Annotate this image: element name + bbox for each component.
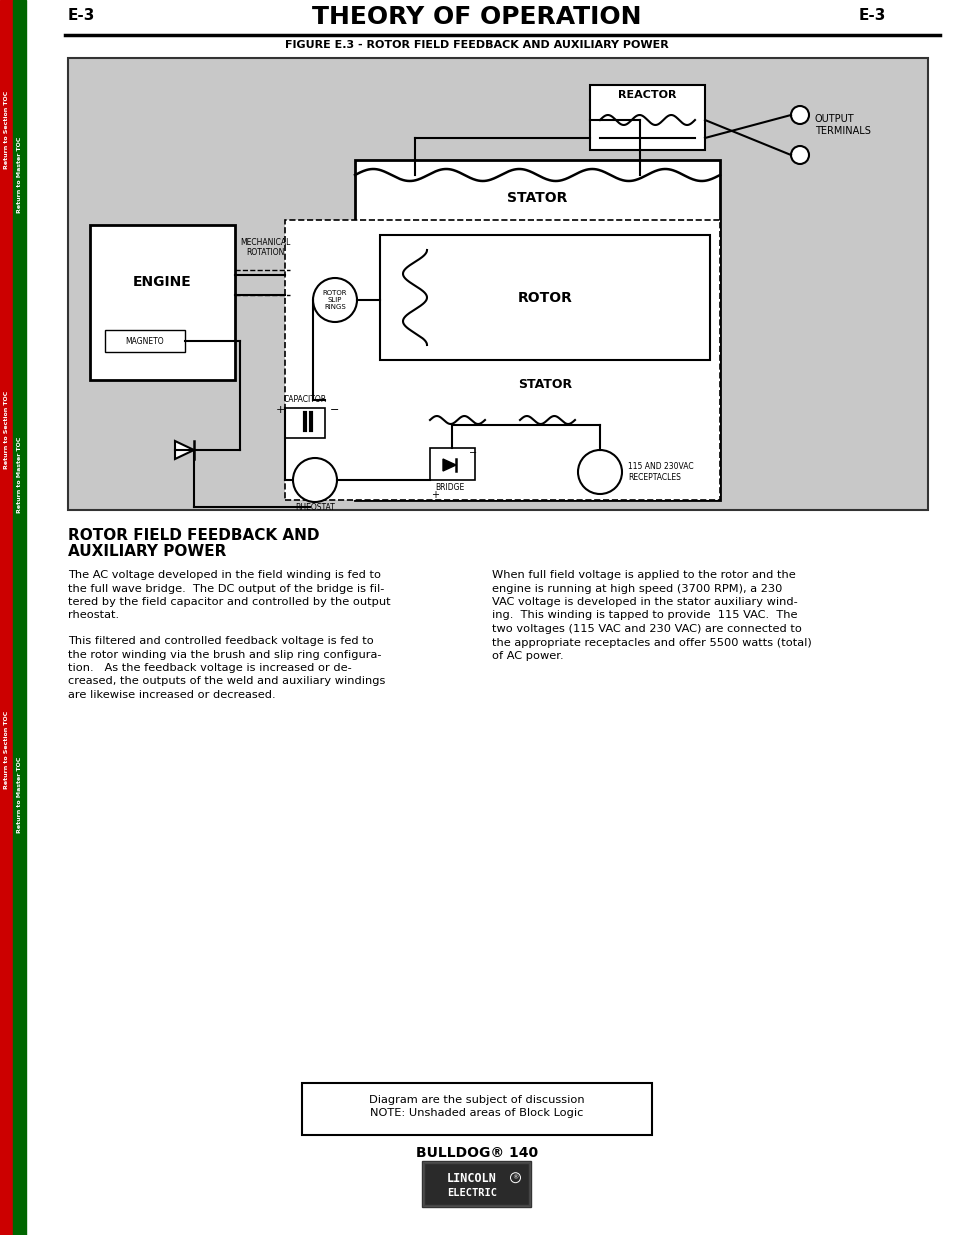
Circle shape [293, 458, 336, 501]
Text: This filtered and controlled feedback voltage is fed to: This filtered and controlled feedback vo… [68, 636, 374, 646]
Text: tion.   As the feedback voltage is increased or de-: tion. As the feedback voltage is increas… [68, 663, 352, 673]
Text: Diagram are the subject of discussion: Diagram are the subject of discussion [369, 1095, 584, 1105]
Bar [13, 0, 26, 1235]
Text: ROTOR FIELD FEEDBACK AND: ROTOR FIELD FEEDBACK AND [68, 529, 319, 543]
Text: LINCOLN: LINCOLN [447, 1172, 497, 1186]
Polygon shape [174, 441, 193, 459]
Text: +: + [431, 490, 438, 500]
Text: STATOR: STATOR [517, 378, 572, 391]
Text: Return to Section TOC: Return to Section TOC [4, 91, 9, 169]
Circle shape [790, 146, 808, 164]
Text: tered by the field capacitor and controlled by the output: tered by the field capacitor and control… [68, 597, 390, 606]
Circle shape [510, 1173, 520, 1183]
Text: Return to Master TOC: Return to Master TOC [17, 437, 22, 514]
Text: BRIDGE: BRIDGE [435, 483, 464, 493]
Text: MAGNETO: MAGNETO [126, 336, 164, 346]
Text: FIGURE E.3 - ROTOR FIELD FEEDBACK AND AUXILIARY POWER: FIGURE E.3 - ROTOR FIELD FEEDBACK AND AU… [285, 40, 668, 49]
Text: MECHANICAL
ROTATION: MECHANICAL ROTATION [239, 238, 290, 257]
Bar [355, 161, 720, 500]
Text: creased, the outputs of the weld and auxiliary windings: creased, the outputs of the weld and aux… [68, 677, 385, 687]
Text: the rotor winding via the brush and slip ring configura-: the rotor winding via the brush and slip… [68, 650, 381, 659]
Text: Return to Section TOC: Return to Section TOC [4, 390, 9, 469]
Bar [90, 225, 234, 380]
Text: −: − [469, 448, 476, 458]
Text: When full field voltage is applied to the rotor and the: When full field voltage is applied to th… [492, 571, 795, 580]
Text: two voltages (115 VAC and 230 VAC) are connected to: two voltages (115 VAC and 230 VAC) are c… [492, 624, 801, 634]
Text: ROTOR: ROTOR [517, 290, 572, 305]
Text: REACTOR: REACTOR [618, 90, 676, 100]
Polygon shape [442, 459, 456, 471]
Text: Return to Section TOC: Return to Section TOC [4, 711, 9, 789]
Text: AUXILIARY POWER: AUXILIARY POWER [68, 543, 226, 559]
Text: the appropriate receptacles and offer 5500 watts (total): the appropriate receptacles and offer 55… [492, 637, 811, 647]
Text: RHEOSTAT: RHEOSTAT [294, 504, 335, 513]
Text: the full wave bridge.  The DC output of the bridge is fil-: the full wave bridge. The DC output of t… [68, 583, 384, 594]
Bar [0, 0, 13, 1235]
Text: ing.  This winding is tapped to provide  115 VAC.  The: ing. This winding is tapped to provide 1… [492, 610, 797, 620]
Text: OUTPUT
TERMINALS: OUTPUT TERMINALS [814, 114, 870, 136]
Circle shape [578, 450, 621, 494]
Bar [589, 85, 704, 149]
Text: are likewise increased or decreased.: are likewise increased or decreased. [68, 690, 275, 700]
Text: rheostat.: rheostat. [68, 610, 119, 620]
Circle shape [790, 106, 808, 124]
Text: VAC voltage is developed in the stator auxiliary wind-: VAC voltage is developed in the stator a… [492, 597, 797, 606]
Text: −: − [330, 405, 339, 415]
Bar [285, 408, 325, 438]
Text: ELECTRIC: ELECTRIC [447, 1188, 497, 1198]
Text: +: + [275, 405, 284, 415]
Circle shape [313, 278, 356, 322]
Text: ®: ® [512, 1176, 518, 1181]
Bar [424, 1163, 529, 1205]
Bar [422, 1161, 531, 1207]
Text: ENGINE: ENGINE [133, 275, 192, 289]
Text: ROTOR
SLIP
RINGS: ROTOR SLIP RINGS [322, 290, 347, 310]
Bar [68, 58, 927, 510]
Text: of AC power.: of AC power. [492, 651, 563, 661]
Text: BULLDOG® 140: BULLDOG® 140 [416, 1146, 537, 1160]
Text: NOTE: Unshaded areas of Block Logic: NOTE: Unshaded areas of Block Logic [370, 1108, 583, 1118]
Text: Return to Master TOC: Return to Master TOC [17, 757, 22, 834]
Text: Return to Master TOC: Return to Master TOC [17, 137, 22, 214]
Text: STATOR: STATOR [507, 191, 567, 205]
Text: 115 AND 230VAC
RECEPTACLES: 115 AND 230VAC RECEPTACLES [627, 462, 693, 482]
Bar [105, 330, 185, 352]
Text: engine is running at high speed (3700 RPM), a 230: engine is running at high speed (3700 RP… [492, 583, 781, 594]
Text: The AC voltage developed in the field winding is fed to: The AC voltage developed in the field wi… [68, 571, 380, 580]
Bar [379, 235, 709, 359]
Bar [302, 1083, 651, 1135]
Bar [285, 220, 720, 500]
Bar [430, 448, 475, 480]
Text: E-3: E-3 [858, 7, 885, 23]
Text: THEORY OF OPERATION: THEORY OF OPERATION [312, 5, 641, 28]
Text: CAPACITOR: CAPACITOR [283, 395, 326, 405]
Text: E-3: E-3 [68, 7, 95, 23]
